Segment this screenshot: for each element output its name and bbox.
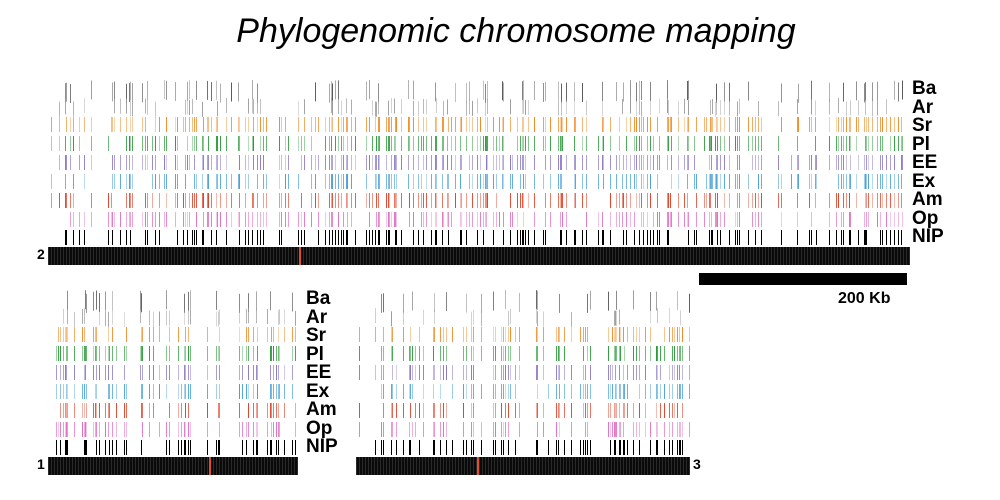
chromosome-number-1: 1 bbox=[37, 456, 45, 472]
chromosome-1-tracks bbox=[48, 290, 298, 475]
track-op bbox=[70, 212, 903, 227]
chromosome-body bbox=[48, 457, 298, 475]
track-am bbox=[359, 403, 683, 418]
chromosome-number-2: 2 bbox=[37, 246, 45, 262]
track-ar bbox=[375, 308, 681, 327]
track-ee bbox=[59, 155, 903, 170]
track-label-ba: Ba bbox=[912, 78, 937, 99]
track-label-ex: Ex bbox=[306, 380, 330, 402]
track-pl bbox=[51, 136, 903, 151]
track-pl bbox=[359, 346, 690, 361]
centromere-marker bbox=[299, 247, 301, 265]
track-label-op: Op bbox=[912, 207, 939, 229]
track-label-pl: Pl bbox=[912, 133, 930, 155]
track-op bbox=[56, 422, 296, 437]
track-label-ar: Ar bbox=[912, 96, 934, 118]
track-sr bbox=[51, 117, 902, 132]
track-ex bbox=[381, 384, 690, 399]
centromere-marker bbox=[209, 457, 211, 475]
track-ba bbox=[65, 80, 903, 103]
track-label-am: Am bbox=[306, 399, 337, 420]
track-label-ba: Ba bbox=[306, 288, 331, 309]
track-label-nip: NIP bbox=[306, 436, 338, 457]
track-ba bbox=[381, 290, 690, 313]
chromosome-body bbox=[356, 457, 690, 475]
scale-bar bbox=[699, 273, 907, 285]
track-label-pl: Pl bbox=[306, 343, 324, 365]
chromosome-number-3: 3 bbox=[693, 456, 701, 472]
track-nip bbox=[65, 230, 902, 245]
track-label-op: Op bbox=[306, 417, 333, 439]
scale-bar-label: 200 Kb bbox=[838, 290, 891, 307]
track-label-ar: Ar bbox=[306, 306, 328, 328]
track-ex bbox=[56, 384, 293, 399]
chromosome-2-tracks bbox=[48, 80, 910, 265]
centromere-marker bbox=[477, 457, 479, 475]
track-ee bbox=[359, 365, 690, 380]
track-ba bbox=[67, 290, 293, 313]
track-ar bbox=[59, 98, 887, 117]
track-label-ex: Ex bbox=[912, 170, 936, 192]
track-sr bbox=[359, 327, 690, 342]
track-am bbox=[51, 193, 902, 208]
chromosome-body bbox=[48, 247, 910, 265]
figure-title: Phylogenomic chromosome mapping bbox=[236, 12, 796, 50]
track-nip bbox=[56, 440, 296, 455]
track-am bbox=[60, 403, 296, 418]
track-sr bbox=[58, 327, 296, 342]
track-label-sr: Sr bbox=[912, 115, 933, 136]
track-label-ee: EE bbox=[306, 362, 332, 383]
track-ee bbox=[56, 365, 293, 380]
track-label-nip: NIP bbox=[912, 226, 944, 247]
track-label-sr: Sr bbox=[306, 325, 327, 346]
track-op bbox=[359, 422, 690, 437]
track-label-ee: EE bbox=[912, 152, 938, 173]
track-nip bbox=[375, 440, 683, 455]
track-pl bbox=[56, 346, 296, 361]
track-label-am: Am bbox=[912, 189, 943, 210]
track-ar bbox=[63, 308, 296, 327]
chromosome-3-tracks bbox=[356, 290, 690, 475]
track-ex bbox=[51, 174, 902, 189]
